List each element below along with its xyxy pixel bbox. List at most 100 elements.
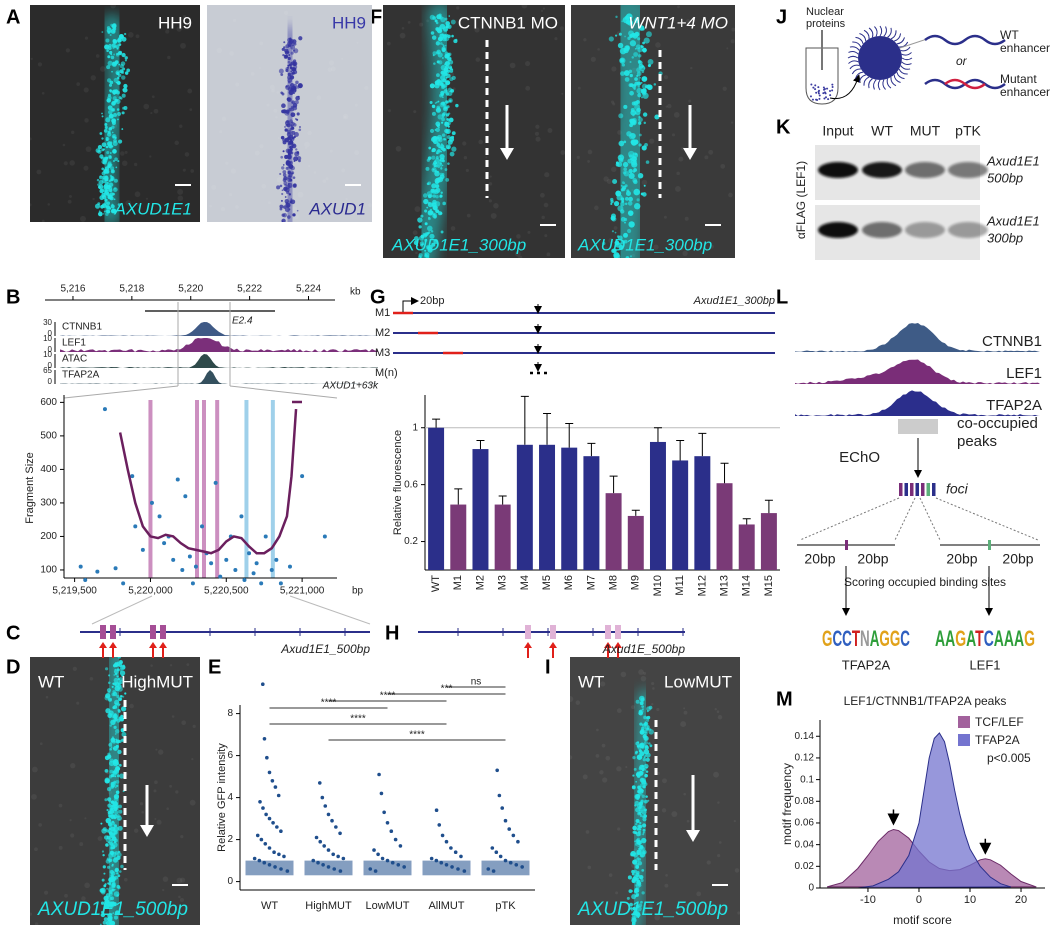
stain-speck <box>625 256 630 258</box>
stain-speck <box>291 108 295 112</box>
stain-speck <box>293 92 295 95</box>
stain-speck <box>285 160 291 166</box>
noise <box>297 191 304 198</box>
mutant-label: M1 <box>375 307 390 319</box>
stain-speck <box>435 157 440 163</box>
stain-speck <box>444 63 446 66</box>
stain-speck <box>287 80 291 84</box>
sequence-logo: GCCTNAGGC <box>822 626 910 651</box>
stain-speck <box>644 85 648 89</box>
stain-speck <box>293 131 299 137</box>
stain-speck <box>103 872 106 875</box>
stain-speck <box>110 902 115 907</box>
bead-strand <box>901 52 912 56</box>
point <box>102 407 107 412</box>
x-tick-label: M11 <box>674 575 686 596</box>
stain-speck <box>110 55 115 60</box>
stain-speck <box>617 235 623 241</box>
noise <box>261 183 267 189</box>
y-tick-label: 8 <box>227 708 233 719</box>
band <box>905 222 945 238</box>
stain-speck <box>111 737 115 741</box>
smooth-curve <box>118 408 298 555</box>
stain-speck <box>629 40 637 47</box>
noise <box>209 204 213 208</box>
stain-speck <box>290 51 294 55</box>
stain-speck <box>108 674 111 677</box>
stain-speck <box>109 155 112 158</box>
error-bar <box>742 518 751 525</box>
noise <box>524 60 531 67</box>
stain-speck <box>111 863 114 866</box>
stain-speck <box>426 182 430 186</box>
stain-speck <box>278 68 284 74</box>
stain-speck <box>118 96 122 100</box>
stain-speck <box>633 52 639 57</box>
stain-speck <box>101 137 104 140</box>
point <box>459 854 463 859</box>
stain-speck <box>441 159 445 163</box>
stain-speck <box>119 684 122 688</box>
stain-speck <box>287 60 291 64</box>
stain-speck <box>637 845 640 847</box>
noise <box>283 10 289 16</box>
stain-speck <box>621 200 625 203</box>
stain-speck <box>120 61 126 66</box>
significance: *** <box>441 684 453 695</box>
bar <box>672 460 689 570</box>
stain-speck <box>423 198 429 205</box>
noise <box>585 830 590 834</box>
bead-strand <box>898 68 908 75</box>
point <box>326 848 331 852</box>
stain-speck <box>116 675 119 678</box>
point <box>277 852 281 857</box>
stain-speck <box>618 113 624 119</box>
bar <box>738 524 755 570</box>
stain-speck <box>281 166 285 170</box>
stain-speck <box>638 809 643 814</box>
stain-speck <box>117 111 122 116</box>
stain-speck <box>637 785 641 790</box>
point <box>278 581 283 586</box>
stain-speck <box>641 47 647 53</box>
noise <box>162 876 169 882</box>
legend-swatch <box>958 716 970 728</box>
stain-speck <box>639 852 646 858</box>
stain-speck <box>281 103 286 109</box>
stain-speck <box>450 88 455 93</box>
tube-dot <box>823 88 826 91</box>
stain-speck <box>118 139 123 144</box>
stain-speck <box>635 904 640 909</box>
error-bar <box>609 475 618 494</box>
noise <box>304 146 308 149</box>
stain-speck <box>431 202 437 208</box>
x-tick-label: M6 <box>563 575 575 590</box>
noise <box>259 41 264 46</box>
point <box>511 833 516 838</box>
noise <box>654 914 661 921</box>
y-tick-label: 0 <box>808 883 814 894</box>
noise <box>684 216 689 221</box>
stain-speck <box>619 155 622 158</box>
stain-speck <box>629 73 633 78</box>
stain-speck <box>428 146 432 150</box>
noise <box>620 671 627 678</box>
site-arrow-head <box>614 642 622 648</box>
point <box>140 547 145 552</box>
noise <box>30 57 33 61</box>
stain-speck <box>286 129 292 134</box>
point <box>341 856 346 861</box>
stain-speck <box>120 864 124 869</box>
point <box>133 524 138 529</box>
stain-speck <box>111 878 116 883</box>
stain-speck <box>111 820 115 824</box>
point <box>242 578 247 583</box>
stain-speck <box>427 201 431 205</box>
point <box>317 781 322 785</box>
stain-speck <box>420 214 424 218</box>
stain-speck <box>638 749 642 753</box>
stain-speck <box>620 184 623 187</box>
stain-speck <box>653 83 657 86</box>
noise <box>561 92 564 95</box>
image <box>571 5 735 258</box>
